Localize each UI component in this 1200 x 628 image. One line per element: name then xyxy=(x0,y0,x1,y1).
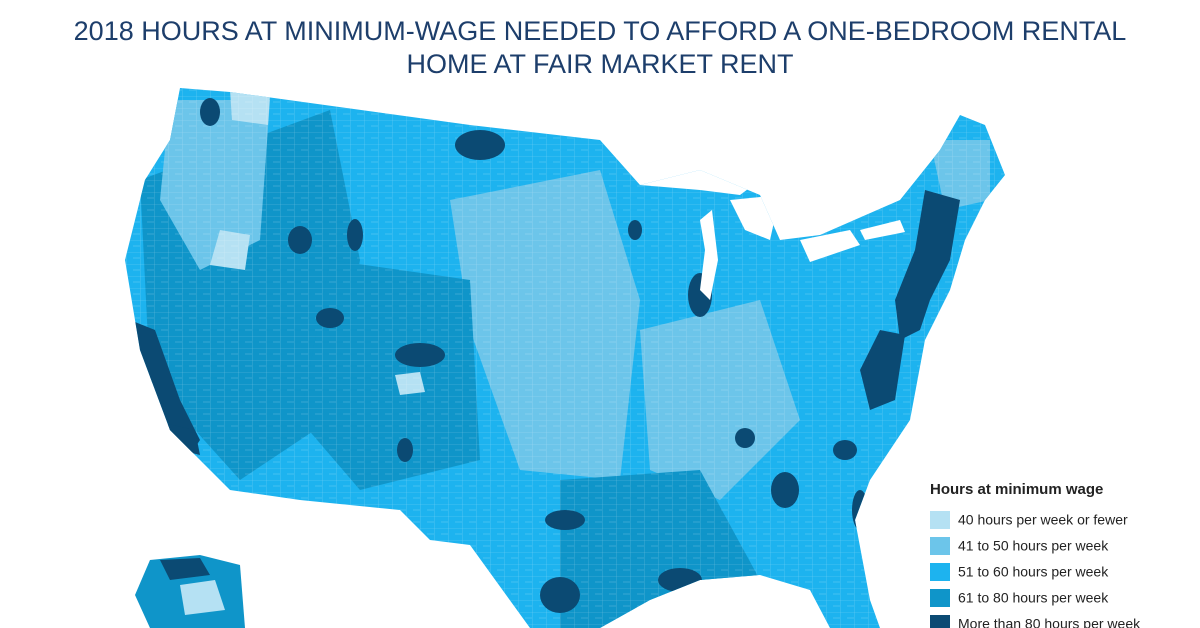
legend-swatch xyxy=(930,511,950,529)
legend-swatch xyxy=(930,615,950,628)
legend: Hours at minimum wage 40 hours per week … xyxy=(930,481,1141,628)
legend-label: 51 to 60 hours per week xyxy=(958,564,1109,580)
contiguous-us xyxy=(125,88,1005,628)
alaska-light xyxy=(180,580,225,615)
county-lines xyxy=(125,88,1005,628)
legend-label: 41 to 50 hours per week xyxy=(958,538,1109,554)
legend-label: More than 80 hours per week xyxy=(958,616,1141,628)
legend-swatch xyxy=(930,563,950,581)
legend-swatch xyxy=(930,589,950,607)
legend-title: Hours at minimum wage xyxy=(930,481,1103,498)
legend-swatch xyxy=(930,537,950,555)
legend-label: 61 to 80 hours per week xyxy=(958,590,1109,606)
title-line: HOME AT FAIR MARKET RENT xyxy=(406,49,793,79)
title-line: 2018 HOURS AT MINIMUM-WAGE NEEDED TO AFF… xyxy=(74,16,1127,46)
legend-label: 40 hours per week or fewer xyxy=(958,512,1128,528)
alaska-dark xyxy=(160,558,210,580)
dark-patches xyxy=(130,98,960,613)
